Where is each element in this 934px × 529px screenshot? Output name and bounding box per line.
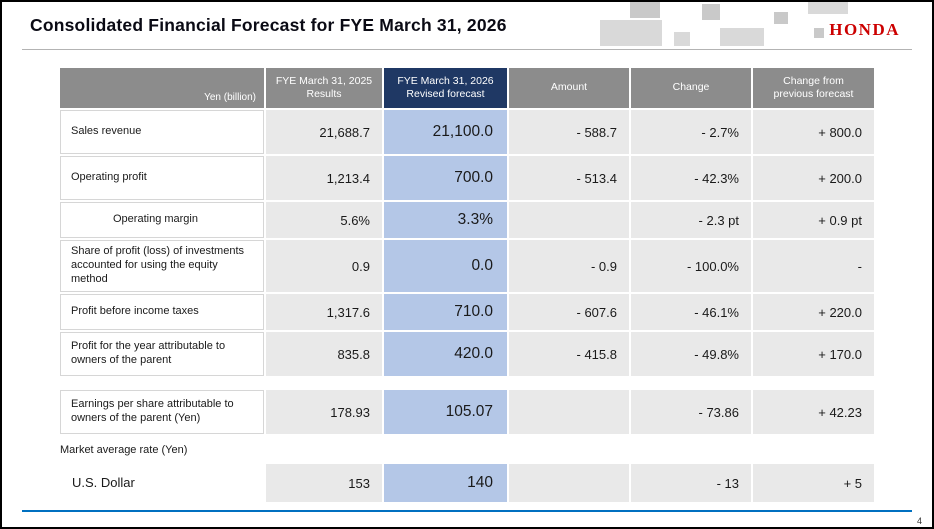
results-value: 1,317.6: [264, 294, 382, 330]
forecast-value: 140: [382, 464, 507, 502]
row-label: Profit for the year attributable to owne…: [60, 332, 264, 376]
eps-row: Earnings per share attributable to owner…: [60, 390, 874, 434]
bottom-accent-line: [22, 510, 912, 512]
amount-value: - 513.4: [507, 156, 629, 200]
change-value: - 100.0%: [629, 240, 751, 292]
amount-value: [507, 464, 629, 502]
results-value: 153: [264, 464, 382, 502]
forecast-value: 0.0: [382, 240, 507, 292]
results-value: 1,213.4: [264, 156, 382, 200]
honda-logo: HONDA: [829, 20, 900, 39]
forecast-value: 710.0: [382, 294, 507, 330]
title-divider: [22, 49, 912, 50]
prev-forecast-value: + 42.23: [751, 390, 874, 434]
change-value: - 13: [629, 464, 751, 502]
prev-forecast-value: -: [751, 240, 874, 292]
page-title: Consolidated Financial Forecast for FYE …: [30, 15, 507, 35]
results-value: 178.93: [264, 390, 382, 434]
unit-header: Yen (billion): [60, 68, 264, 108]
decorative-pixel-block: [720, 28, 764, 46]
amount-value: [507, 390, 629, 434]
change-value: - 73.86: [629, 390, 751, 434]
row-label: Operating margin: [60, 202, 264, 238]
table-row: Operating profit 1,213.4 700.0 - 513.4 -…: [60, 156, 874, 200]
decorative-pixel-block: [814, 28, 824, 38]
prev-forecast-value: + 800.0: [751, 110, 874, 154]
prev-forecast-value: + 5: [751, 464, 874, 502]
prev-forecast-value: + 0.9 pt: [751, 202, 874, 238]
forecast-value: 700.0: [382, 156, 507, 200]
forecast-value: 420.0: [382, 332, 507, 376]
row-label: Profit before income taxes: [60, 294, 264, 330]
table-row: Profit for the year attributable to owne…: [60, 332, 874, 376]
row-label: Operating profit: [60, 156, 264, 200]
results-value: 21,688.7: [264, 110, 382, 154]
table-row: Sales revenue 21,688.7 21,100.0 - 588.7 …: [60, 110, 874, 154]
amount-value: - 415.8: [507, 332, 629, 376]
change-value: - 49.8%: [629, 332, 751, 376]
results-header: FYE March 31, 2025 Results: [264, 68, 382, 108]
forecast-header: FYE March 31, 2026 Revised forecast: [382, 68, 507, 108]
amount-value: - 607.6: [507, 294, 629, 330]
results-value: 0.9: [264, 240, 382, 292]
prev-forecast-value: + 220.0: [751, 294, 874, 330]
table-row: Profit before income taxes 1,317.6 710.0…: [60, 294, 874, 330]
results-value: 835.8: [264, 332, 382, 376]
row-label: U.S. Dollar: [60, 464, 264, 502]
amount-header: Amount: [507, 68, 629, 108]
row-label: Sales revenue: [60, 110, 264, 154]
decorative-pixel-block: [774, 12, 788, 24]
change-header: Change: [629, 68, 751, 108]
results-value: 5.6%: [264, 202, 382, 238]
change-value: - 2.3 pt: [629, 202, 751, 238]
amount-value: - 0.9: [507, 240, 629, 292]
financial-table: Yen (billion) FYE March 31, 2025 Results…: [60, 68, 874, 504]
change-value: - 42.3%: [629, 156, 751, 200]
page-number: 4: [916, 516, 922, 526]
table-header-row: Yen (billion) FYE March 31, 2025 Results…: [60, 68, 874, 108]
forecast-value: 21,100.0: [382, 110, 507, 154]
decorative-pixel-block: [674, 32, 690, 46]
decorative-pixel-block: [630, 2, 660, 18]
change-value: - 2.7%: [629, 110, 751, 154]
row-label: Share of profit (loss) of investments ac…: [60, 240, 264, 292]
decorative-pixel-block: [808, 2, 848, 14]
usd-rate-row: U.S. Dollar 153 140 - 13 + 5: [60, 464, 874, 502]
table-row: Operating margin 5.6% 3.3% - 2.3 pt + 0.…: [60, 202, 874, 238]
table-row: Share of profit (loss) of investments ac…: [60, 240, 874, 292]
amount-value: - 588.7: [507, 110, 629, 154]
prev-forecast-value: + 200.0: [751, 156, 874, 200]
prev-forecast-value: + 170.0: [751, 332, 874, 376]
forecast-value: 105.07: [382, 390, 507, 434]
forecast-value: 3.3%: [382, 202, 507, 238]
decorative-pixel-block: [600, 20, 662, 46]
amount-value: [507, 202, 629, 238]
decorative-pixel-block: [702, 4, 720, 20]
change-value: - 46.1%: [629, 294, 751, 330]
prev-forecast-header: Change from previous forecast: [751, 68, 874, 108]
row-label: Earnings per share attributable to owner…: [60, 390, 264, 434]
market-average-rate-label: Market average rate (Yen): [60, 444, 188, 456]
